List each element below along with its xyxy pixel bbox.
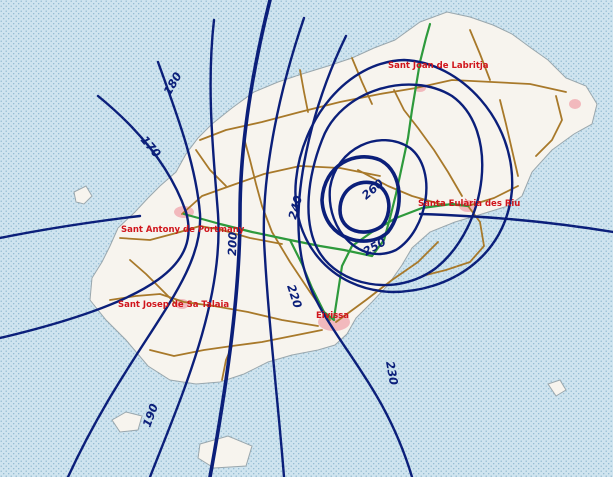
isoline-inner-ring <box>338 180 391 234</box>
isoline-200 <box>208 0 272 477</box>
isoline-east <box>418 212 613 234</box>
islet-east <box>547 379 567 397</box>
isoline-230 <box>297 34 414 477</box>
islet-west <box>73 185 93 205</box>
town-label-eivissa: Eivissa <box>316 311 349 321</box>
isoline-260-ring <box>320 155 401 243</box>
town-area-north-coast <box>569 99 581 109</box>
isoline-label-240: 240 <box>285 194 305 221</box>
isoline-220 <box>262 16 306 477</box>
isoline-label-200: 200 <box>225 232 240 256</box>
isoline-label-230: 230 <box>383 360 401 386</box>
isoline-170 <box>0 94 190 340</box>
isoline-220-west <box>0 214 142 240</box>
town-label-santa-eularia: Santa Eulària des Riu <box>418 199 520 209</box>
islet-southwest <box>111 411 143 433</box>
isoline-240-ring <box>307 83 484 287</box>
isoline-180 <box>66 60 202 477</box>
town-labels: Sant Joan de Labritja Santa Eulària des … <box>118 61 520 321</box>
isoline-250-ring <box>328 138 428 256</box>
isoline-190 <box>148 18 220 477</box>
town-label-sant-joan: Sant Joan de Labritja <box>388 61 489 71</box>
town-label-sant-josep: Sant Josep de Sa Talaia <box>118 300 229 310</box>
isoline-250-outer <box>294 58 514 294</box>
town-label-sant-antoni: Sant Antony de Portmany <box>121 225 245 235</box>
